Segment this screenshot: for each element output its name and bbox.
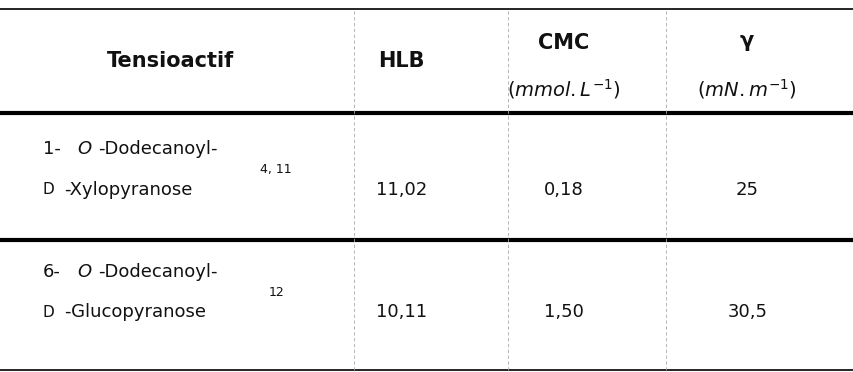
Text: D: D [43, 305, 55, 320]
Text: D: D [43, 182, 55, 197]
Text: 6-: 6- [43, 263, 61, 280]
Text: 10,11: 10,11 [375, 304, 426, 321]
Text: 1-: 1- [43, 140, 61, 158]
Text: 11,02: 11,02 [375, 181, 426, 199]
Text: 4, 11: 4, 11 [260, 163, 292, 176]
Text: 30,5: 30,5 [727, 304, 766, 321]
Text: Tensioactif: Tensioactif [107, 51, 235, 71]
Text: $\mathit{O}$: $\mathit{O}$ [77, 140, 92, 158]
Text: -Xylopyranose: -Xylopyranose [64, 181, 192, 199]
Text: $\mathit{O}$: $\mathit{O}$ [77, 263, 92, 280]
Text: 1,50: 1,50 [543, 304, 583, 321]
Text: HLB: HLB [378, 51, 424, 71]
Text: ($\mathbf{\mathit{mN.m^{-1}}}$): ($\mathbf{\mathit{mN.m^{-1}}}$) [697, 77, 796, 101]
Text: 12: 12 [269, 286, 284, 298]
Text: -Glucopyranose: -Glucopyranose [64, 304, 206, 321]
Text: 25: 25 [735, 181, 757, 199]
Text: ($\mathbf{\mathit{mmol.L^{-1}}}$): ($\mathbf{\mathit{mmol.L^{-1}}}$) [506, 77, 620, 101]
Text: -Dodecanoyl-: -Dodecanoyl- [98, 263, 218, 280]
Text: CMC: CMC [537, 33, 589, 53]
Text: 0,18: 0,18 [543, 181, 583, 199]
Text: -Dodecanoyl-: -Dodecanoyl- [98, 140, 218, 158]
Text: $\mathbf{\gamma}$: $\mathbf{\gamma}$ [739, 33, 754, 53]
